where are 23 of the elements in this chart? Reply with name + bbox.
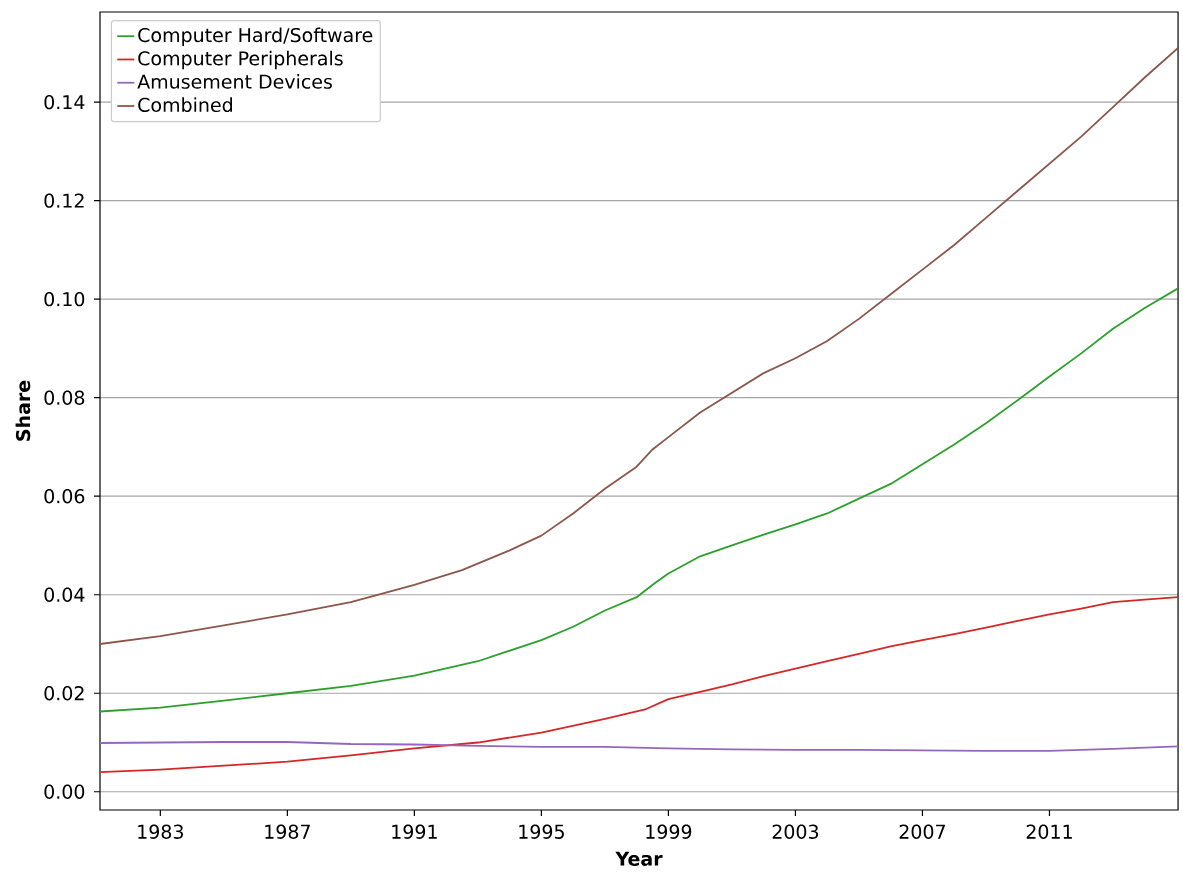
legend-label: Computer Hard/Software [138, 27, 373, 46]
y-tick-label: 0.08 [44, 390, 85, 405]
y-tick-label: 0.02 [44, 686, 84, 701]
y-tick-label: 0.00 [44, 784, 85, 799]
x-tick-label: 1995 [519, 824, 564, 839]
y-tick-label: 0.06 [44, 489, 85, 504]
y-tick-label: 0.14 [44, 94, 85, 110]
legend-label: Computer Peripherals [138, 50, 343, 70]
line-series [100, 596, 1179, 773]
y-tick-label: 0.10 [44, 291, 85, 307]
x-axis-title: Year [615, 851, 663, 866]
legend-label: Amusement Devices [137, 74, 332, 89]
x-tick-label: 1991 [392, 824, 437, 839]
x-tick-label: 2011 [1026, 824, 1072, 839]
x-tick-label: 2003 [772, 824, 819, 839]
y-axis-title: Share [15, 380, 31, 441]
y-tick-label: 0.12 [44, 193, 84, 208]
x-tick-label: 1987 [265, 824, 310, 839]
x-tick-label: 1999 [646, 824, 692, 839]
x-tick-label: 1983 [138, 824, 183, 839]
legend-label: Combined [138, 97, 232, 113]
x-tick-label: 2007 [899, 824, 945, 839]
y-tick-label: 0.04 [44, 587, 85, 602]
